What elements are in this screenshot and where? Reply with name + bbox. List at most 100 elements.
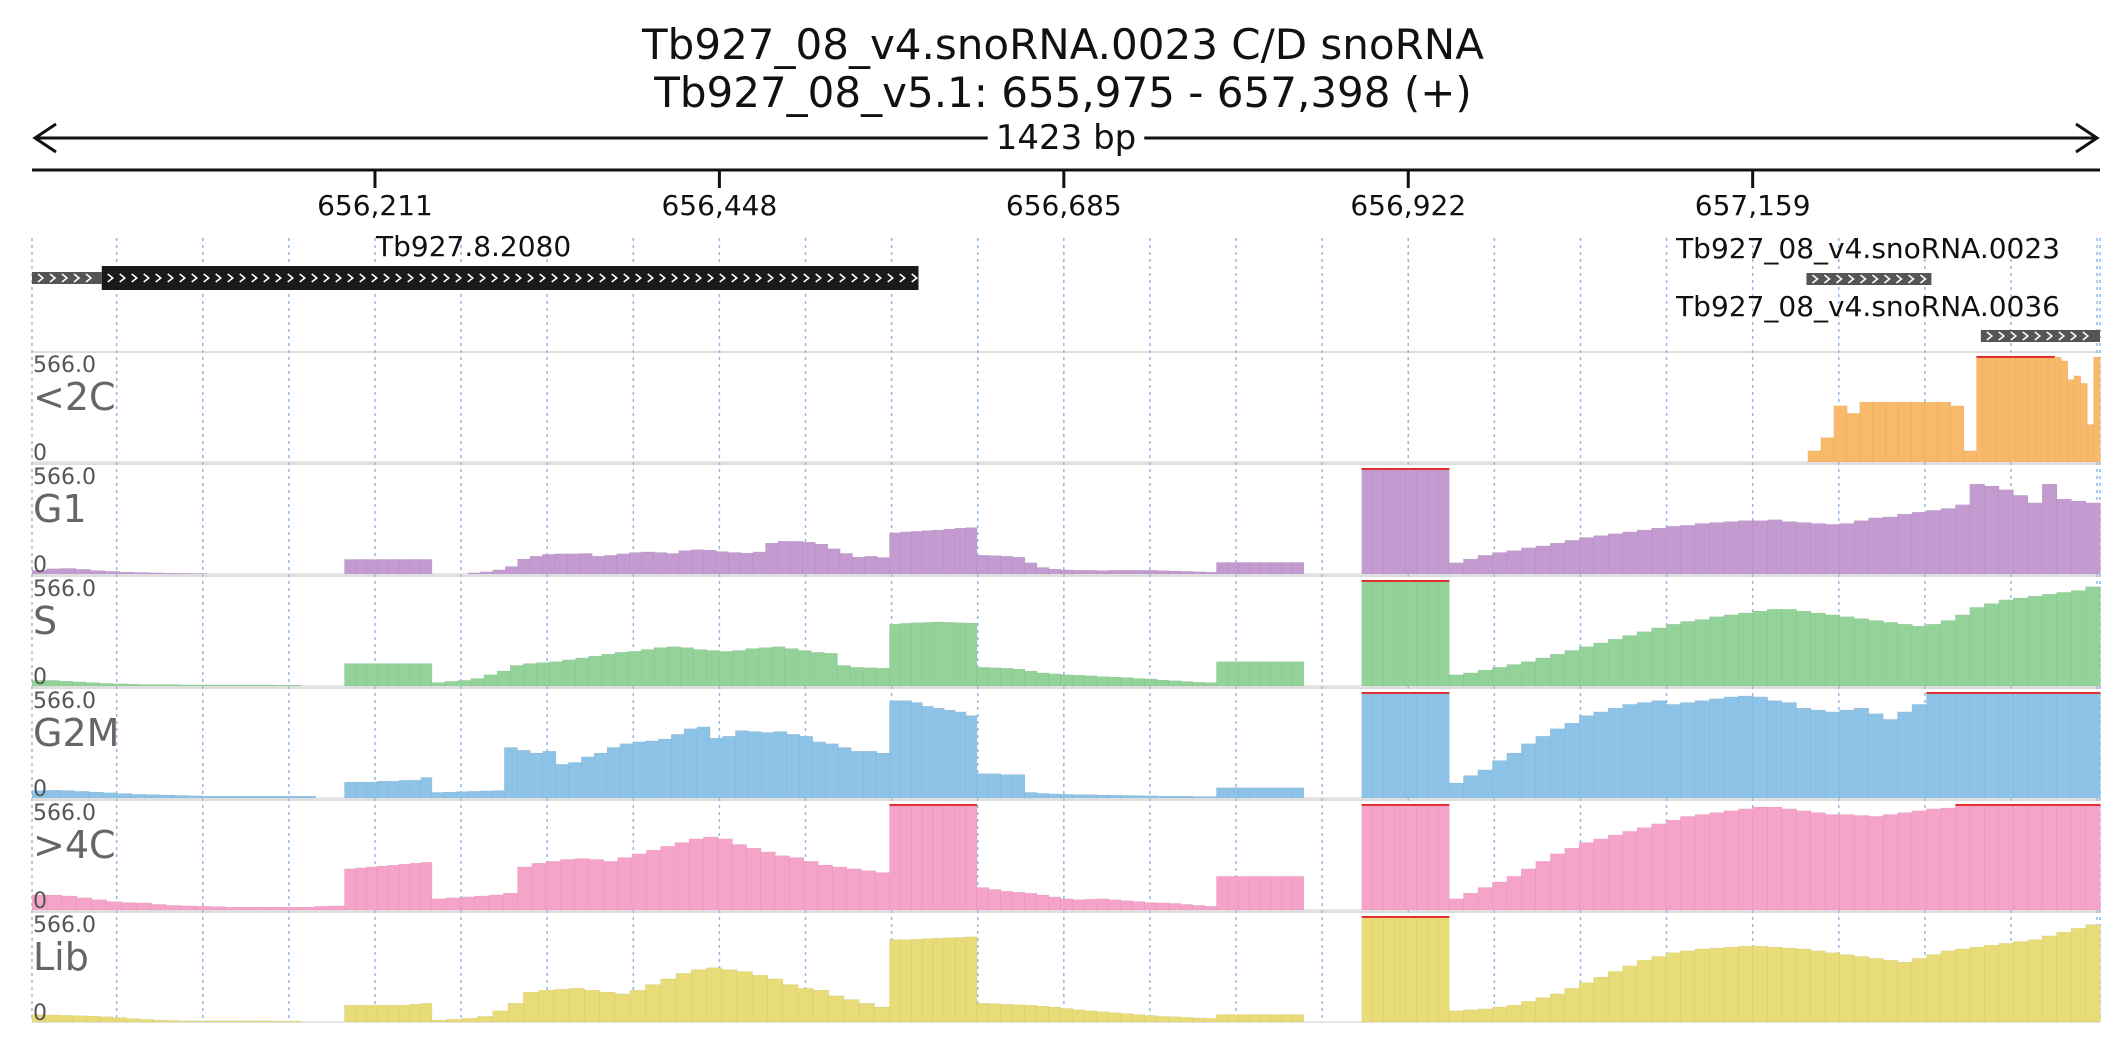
coverage-bar [1084,675,1098,687]
coverage-bar [1781,947,1797,1023]
coverage-bar [60,790,76,799]
coverage-bar [721,969,738,1023]
coverage-bar [1405,803,1417,911]
coverage-bar [2056,931,2072,1023]
coverage-bar [467,572,482,575]
coverage-bar [517,866,533,911]
coverage-bar [1259,787,1272,799]
coverage-bar [1036,672,1050,687]
coverage-bar [653,552,667,575]
chart-subtitle: Tb927_08_v5.1: 655,975 - 657,398 (+) [654,68,1472,117]
coverage-bar [1963,450,1978,463]
coverage-bar [2085,924,2101,1023]
coverage-bar [376,1004,389,1023]
coverage-bar [504,566,519,575]
coverage-bar [555,764,570,799]
coverage-bar [1192,905,1206,911]
coverage-bar [273,1020,289,1023]
coverage-bar [1897,513,1913,575]
coverage-bar [860,870,876,911]
coverage-bar [1281,876,1294,911]
coverage-bar [1911,810,1928,911]
coverage-bar [244,795,260,799]
coverage-bar [954,803,967,911]
coverage-bar [799,735,814,799]
coverage-bar [112,683,127,687]
coverage-bar [988,773,1002,799]
coverage-bar [943,803,956,911]
coverage-bar [467,791,481,799]
coverage-bar [2085,586,2101,687]
coverage-bar [2056,592,2072,687]
coverage-bar [1437,579,1450,687]
coverage-bar [1795,522,1812,575]
coverage-bar [1709,812,1725,911]
coverage-bar [1000,774,1014,799]
coverage-bar [675,973,692,1023]
track-min-label: 0 [33,441,47,466]
coverage-bar [803,861,819,911]
coverage-bar [876,667,891,687]
track-0: 566.0<2C 0 [32,351,2101,466]
coverage-bar [1132,570,1146,575]
coverage-bar [760,732,775,799]
coverage-bar [225,906,241,911]
coverage-bar [254,906,271,911]
track-name-label: S [33,599,57,643]
coverage-bar [583,989,601,1023]
coverage-bar [1709,522,1725,575]
coverage-bar [1168,795,1182,799]
coverage-bar [483,674,498,687]
coverage-bar [910,702,923,799]
coverage-bar [1665,623,1682,687]
coverage-bar [1394,691,1406,799]
track-name-label: Lib [33,935,89,979]
coverage-bar [874,872,891,911]
coverage-bar [752,551,767,575]
coverage-bar [1060,674,1074,687]
coverage-bar [366,1004,378,1023]
coverage-bar [1998,803,2014,911]
coverage-bar [1000,667,1014,687]
coverage-bar [746,847,762,911]
coverage-bar [864,555,878,575]
coverage-bar [1984,603,2000,687]
coverage-bar [674,842,690,911]
coverage-bar [1651,627,1667,687]
coverage-bar [179,684,194,687]
coverage-bar [1885,401,1900,463]
coverage-bar [889,939,901,1023]
coverage-bar [1048,673,1062,687]
coverage-bar [130,794,147,799]
coverage-bar [1448,562,1465,575]
coverage-tracks: 566.0<2C0566.0G10566.0S0566.0G2M0566.0>4… [31,351,2101,1026]
coverage-bar [1723,521,1739,575]
coverage-bar [1405,579,1417,687]
coverage-bar [2012,495,2029,575]
coverage-bar [603,861,619,911]
coverage-bar [1108,899,1122,911]
coverage-bar [1995,355,2004,463]
coverage-bar [666,646,681,687]
coverage-bar [529,752,544,799]
coverage-bar [1216,787,1228,799]
coverage-bar [1846,413,1861,463]
coverage-bar [1096,898,1110,911]
coverage-bar [747,731,762,799]
coverage-bar [1680,525,1696,575]
coverage-bar [645,740,660,799]
coverage-bar [355,1004,367,1023]
coverage-bar [461,1018,479,1023]
coverage-bar [760,851,776,911]
coverage-bar [2028,355,2036,463]
coverage-bar [1000,555,1014,575]
coverage-bar [591,555,605,575]
gene-label: Tb927_08_v4.snoRNA.0036 [1675,290,2060,323]
coverage-bar [777,540,791,575]
coverage-bar [1535,735,1551,799]
coverage-bar [492,1010,509,1023]
coverage-bar [420,1003,433,1023]
coverage-bar [366,866,378,911]
